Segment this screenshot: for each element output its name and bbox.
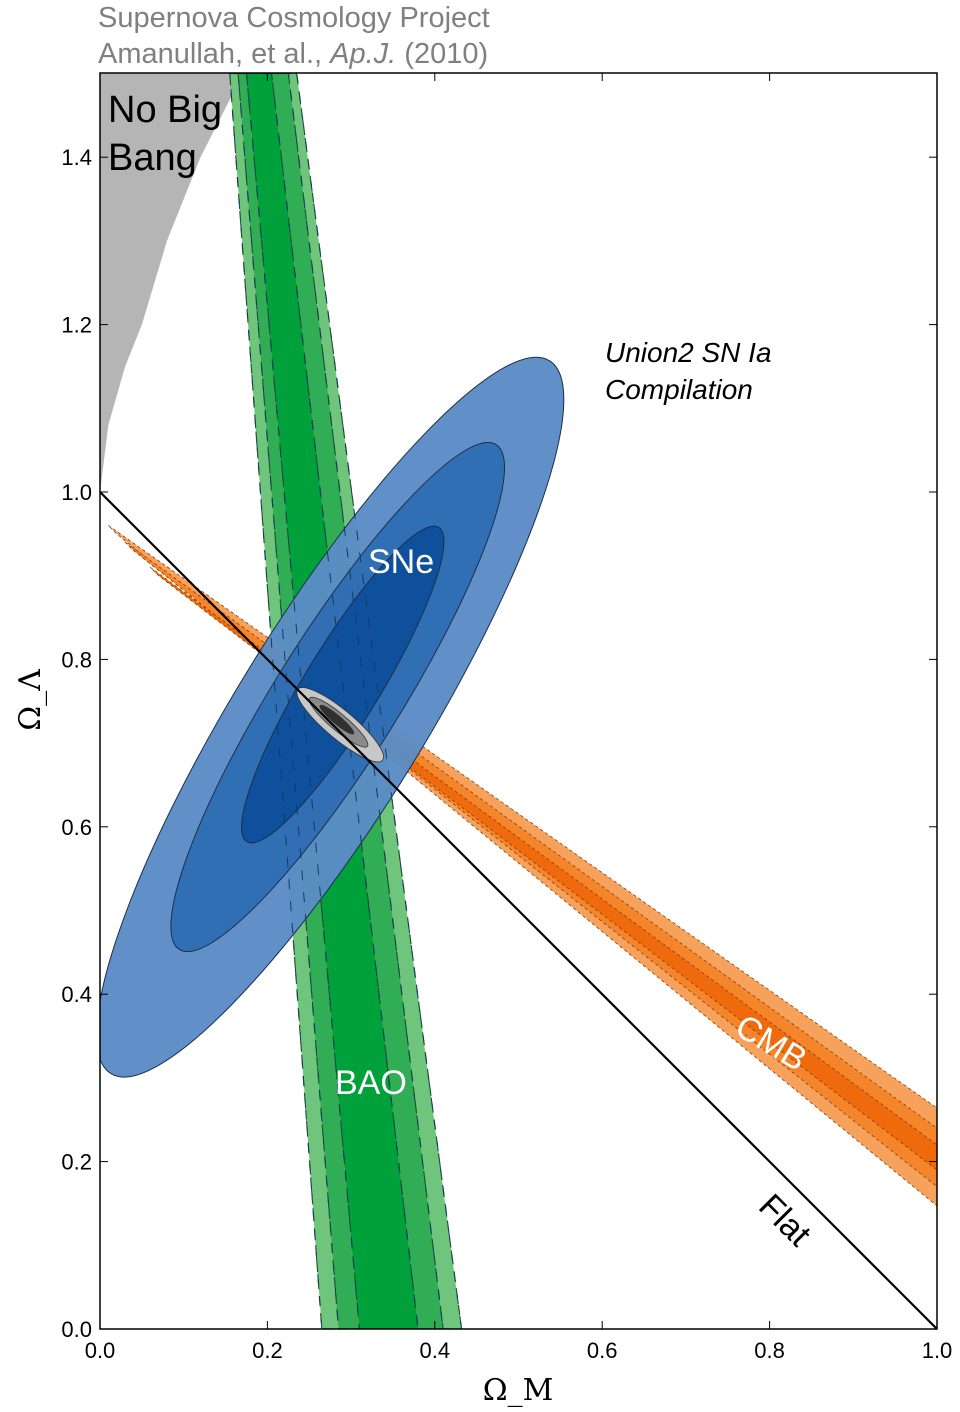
y-tick-label: 1.0 bbox=[61, 480, 92, 505]
plot-frame bbox=[99, 72, 938, 1330]
y-axis-label: Ω_Λ bbox=[13, 669, 48, 731]
chart-header: Supernova Cosmology Project Amanullah, e… bbox=[98, 0, 490, 72]
axis-ticks: 0.0 0.2 0.4 0.6 0.8 1.0 0.0 0.2 0.4 0.6 0.8 1.0 1.2 1… bbox=[61, 73, 952, 1363]
x-tick-label: 0.2 bbox=[252, 1338, 283, 1363]
bao-label: BAO bbox=[335, 1064, 407, 1102]
bao-overlay-3 bbox=[245, 73, 419, 1329]
flat-line bbox=[100, 491, 937, 1329]
x-axis-label: Ω_M bbox=[483, 1373, 554, 1408]
x-tick-label: 0.8 bbox=[754, 1338, 785, 1363]
no-big-bang-label-1: No Big bbox=[108, 89, 222, 131]
y-tick-label: 1.2 bbox=[61, 313, 92, 338]
y-tick-label: 0.4 bbox=[61, 982, 92, 1007]
y-tick-label: 0.8 bbox=[61, 647, 92, 672]
citation-journal: Ap.J. bbox=[330, 38, 397, 70]
citation-year: (2010) bbox=[396, 38, 489, 70]
sne-label: SNe bbox=[368, 543, 434, 581]
y-tick-label: 0.6 bbox=[61, 815, 92, 840]
compilation-label-2: Compilation bbox=[605, 374, 753, 405]
citation: Amanullah, et al., Ap.J. (2010) bbox=[98, 36, 490, 72]
plot-regions bbox=[100, 73, 937, 1329]
x-tick-label: 0.4 bbox=[420, 1338, 451, 1363]
y-tick-label: 0.0 bbox=[61, 1317, 92, 1342]
no-big-bang-region bbox=[100, 73, 244, 492]
x-tick-label: 1.0 bbox=[922, 1338, 953, 1363]
citation-authors: Amanullah, et al., bbox=[98, 38, 331, 70]
x-tick-label: 0.6 bbox=[587, 1338, 618, 1363]
compilation-label-1: Union2 SN Ia bbox=[605, 337, 772, 368]
no-big-bang-label-2: Bang bbox=[108, 137, 197, 179]
y-tick-label: 1.4 bbox=[61, 145, 92, 170]
flat-label: Flat bbox=[751, 1187, 818, 1254]
y-tick-label: 0.2 bbox=[61, 1150, 92, 1175]
project-title: Supernova Cosmology Project bbox=[98, 2, 490, 34]
combined-contour-3 bbox=[319, 704, 355, 735]
x-tick-label: 0.0 bbox=[85, 1338, 116, 1363]
